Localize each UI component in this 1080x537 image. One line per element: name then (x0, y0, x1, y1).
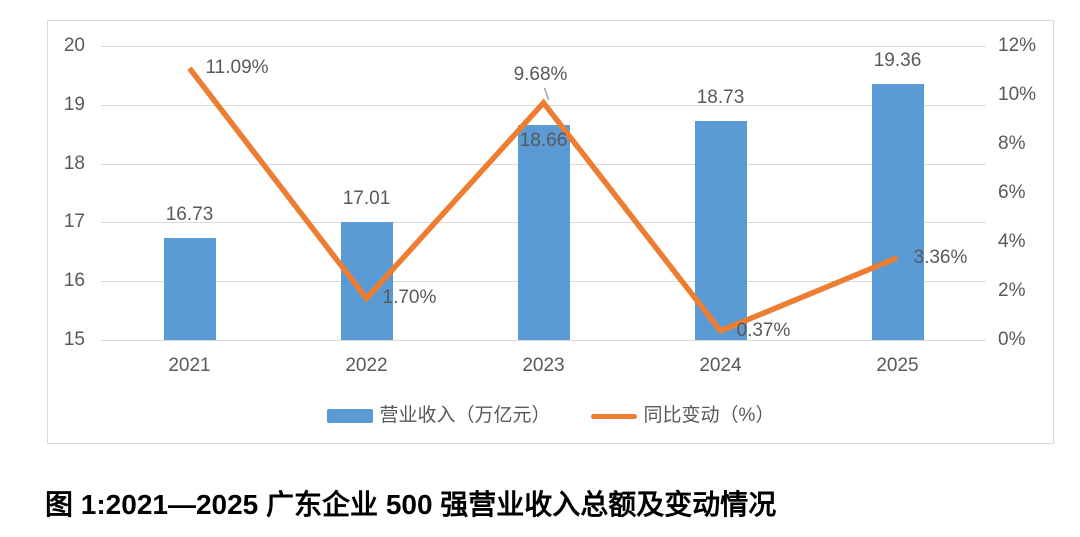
legend-line-swatch-icon (590, 413, 637, 419)
bar-2024 (694, 120, 747, 340)
bar-value-label: 18.73 (696, 86, 745, 108)
right-axis-tick: 0% (998, 329, 1026, 350)
legend-item-change: 同比变动（%） (590, 405, 775, 427)
line-value-label: 1.70% (382, 287, 437, 309)
legend-change-label: 同比变动（%） (643, 405, 775, 426)
right-axis-tick: 2% (998, 280, 1026, 301)
left-axis-tick: 18 (63, 152, 85, 174)
gridline (101, 46, 986, 47)
bar-value-label: 17.01 (342, 187, 391, 209)
right-axis-tick: 12% (998, 35, 1037, 56)
legend-bar-swatch-icon (326, 409, 373, 423)
left-axis-tick: 19 (63, 93, 85, 115)
x-axis-label: 2022 (345, 355, 388, 376)
line-value-label: 0.37% (736, 319, 791, 341)
bar-2023 (517, 124, 570, 340)
x-axis-label: 2023 (522, 355, 565, 376)
figure-caption: 图 1:2021—2025 广东企业 500 强营业收入总额及变动情况 (45, 489, 777, 520)
line-value-label: 11.09% (205, 57, 269, 79)
right-axis-tick: 8% (998, 133, 1026, 154)
left-axis-tick: 16 (63, 270, 85, 292)
bar-2021 (163, 238, 216, 340)
bar-2022 (340, 221, 393, 340)
left-axis-tick: 15 (63, 329, 85, 350)
right-axis-tick: 4% (998, 231, 1026, 252)
bar-value-label: 19.36 (873, 49, 922, 71)
legend: 营业收入（万亿元） 同比变动（%） (48, 405, 1053, 427)
bar-2025 (871, 83, 924, 340)
left-axis-tick: 17 (63, 211, 85, 233)
bar-value-label: 18.66 (519, 129, 568, 151)
bar-value-label: 16.73 (165, 204, 214, 226)
right-axis-tick: 10% (998, 84, 1037, 105)
x-axis-label: 2024 (699, 355, 742, 376)
legend-item-revenue: 营业收入（万亿元） (326, 405, 551, 427)
left-axis-tick: 20 (63, 35, 85, 56)
legend-revenue-label: 营业收入（万亿元） (379, 405, 551, 426)
right-axis-tick: 6% (998, 182, 1026, 203)
line-value-label: 9.68% (513, 63, 568, 85)
line-value-label: 3.36% (913, 246, 968, 268)
x-axis-label: 2021 (168, 355, 211, 376)
gridline (101, 340, 986, 341)
x-axis-label: 2025 (876, 355, 919, 376)
gridline (101, 104, 986, 106)
chart-frame: 营业收入（万亿元） 同比变动（%） 20 19 18 17 16 15 12% 10% 8% 6%… (47, 20, 1054, 444)
